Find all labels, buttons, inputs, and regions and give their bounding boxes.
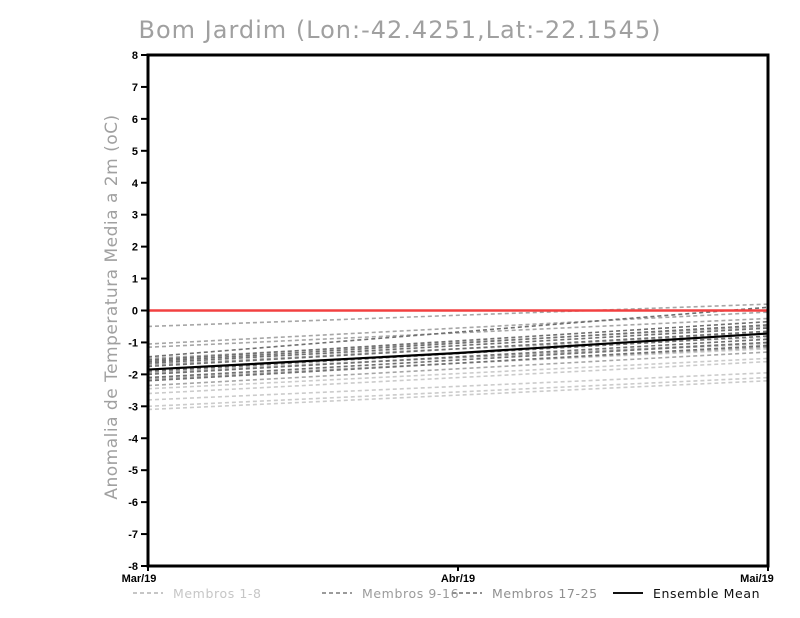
ensemble-member-line	[147, 357, 769, 390]
ensemble-member-line	[147, 371, 769, 401]
ensemble-member-line	[147, 327, 769, 364]
y-tick-label: 2	[132, 242, 138, 254]
y-tick-label: -5	[128, 465, 138, 477]
ensemble-member-line	[147, 344, 769, 382]
y-tick-label: -8	[128, 561, 138, 573]
ensemble-member-line	[147, 360, 769, 395]
ensemble-member-line	[147, 320, 769, 361]
legend-item-membros-17-25: Membros 17-25	[452, 585, 598, 601]
y-tick-label: 5	[132, 146, 138, 158]
y-tick-label: 1	[132, 274, 138, 286]
y-tick-label: -6	[128, 497, 138, 509]
ensemble-member-line	[147, 379, 769, 411]
ensemble-member-line	[147, 341, 769, 379]
ensemble-member-line	[147, 376, 769, 408]
legend: Membros 1-8 Membros 9-16 Membros 17-25 E…	[0, 585, 800, 605]
y-tick-label: 4	[132, 178, 139, 190]
legend-item-ensemble-mean: Ensemble Mean	[613, 585, 760, 601]
legend-label: Membros 1-8	[173, 585, 262, 601]
legend-label: Membros 9-16	[362, 585, 460, 601]
dashed-line-swatch	[322, 592, 352, 594]
y-tick-label: 3	[132, 210, 138, 222]
y-tick-label: 0	[132, 306, 138, 318]
x-tick-label: Abr/19	[441, 573, 475, 585]
dashed-line-swatch	[133, 592, 163, 594]
ensemble-member-line	[147, 330, 769, 368]
y-tick-label: 8	[132, 50, 138, 62]
legend-label: Membros 17-25	[492, 585, 598, 601]
ensemble-member-line	[147, 303, 769, 328]
y-tick-label: -1	[128, 337, 138, 349]
legend-item-membros-1-8: Membros 1-8	[133, 585, 262, 601]
y-tick-label: -4	[128, 433, 139, 445]
x-tick-label: Mai/19	[740, 573, 774, 585]
x-tick-label: Mar/19	[122, 573, 157, 585]
solid-line-swatch	[613, 592, 643, 594]
chart-title: Bom Jardim (Lon:-42.4251,Lat:-22.1545)	[138, 16, 662, 44]
ensemble-member-line	[147, 338, 769, 376]
y-tick-label: -7	[128, 529, 138, 541]
y-tick-label: -2	[128, 369, 138, 381]
dashed-line-swatch	[452, 592, 482, 594]
y-tick-label: -3	[128, 401, 138, 413]
ensemble-member-line	[147, 311, 769, 345]
ensemble-member-line	[147, 306, 769, 358]
y-tick-label: 7	[132, 82, 138, 94]
ensemble-member-line	[147, 324, 769, 363]
ensemble-member-line	[147, 351, 769, 387]
y-tick-label: 6	[132, 114, 138, 126]
legend-label: Ensemble Mean	[653, 585, 761, 601]
ensemble-mean-line	[147, 332, 769, 371]
legend-item-membros-9-16: Membros 9-16	[322, 585, 459, 601]
